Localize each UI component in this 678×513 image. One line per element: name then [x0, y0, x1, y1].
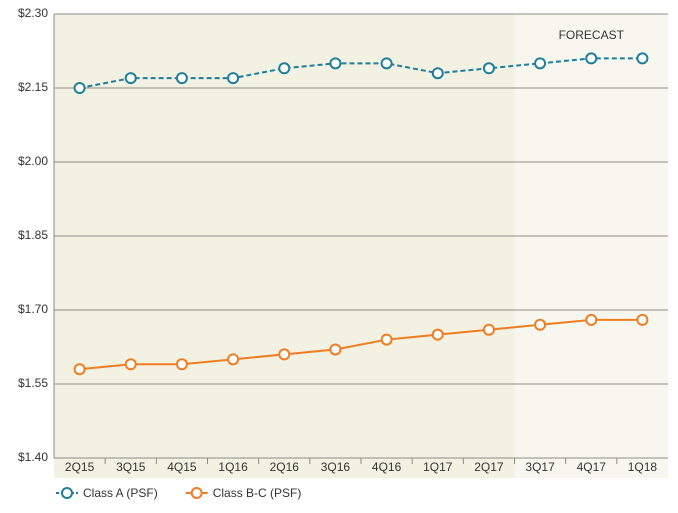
series-marker: [73, 363, 86, 376]
x-tick-label: 2Q17: [474, 460, 504, 474]
y-tick-label: $2.30: [18, 6, 48, 20]
x-tick-label: 3Q16: [321, 460, 351, 474]
forecast-region: [514, 14, 668, 478]
legend-marker: [190, 487, 203, 499]
series-marker: [585, 313, 598, 326]
y-tick-label: $1.40: [18, 450, 48, 464]
series-marker: [278, 62, 291, 75]
x-tick-label: 3Q17: [525, 460, 555, 474]
legend-label: Class B-C (PSF): [213, 486, 302, 500]
y-tick-label: $1.85: [18, 228, 48, 242]
legend-item: Class B-C (PSF): [185, 486, 302, 500]
forecast-label: FORECAST: [559, 28, 625, 42]
x-tick-label: 1Q17: [423, 460, 453, 474]
series-marker: [73, 82, 86, 94]
series-marker: [227, 72, 240, 85]
x-tick-label: 4Q17: [577, 460, 607, 474]
series-marker: [329, 343, 342, 356]
series-line: [79, 318, 643, 371]
x-tick-label: 4Q15: [167, 460, 197, 474]
y-tick-label: $1.55: [18, 376, 48, 390]
series-marker: [124, 72, 137, 85]
x-tick-label: 2Q16: [270, 460, 300, 474]
series-marker: [278, 348, 291, 361]
series-marker: [227, 353, 240, 366]
series-marker: [534, 57, 547, 70]
series-marker: [431, 328, 444, 341]
series-line: [79, 57, 643, 89]
x-tick-label: 3Q15: [116, 460, 146, 474]
series-marker: [431, 67, 444, 80]
series-marker: [482, 323, 495, 336]
series-marker: [585, 52, 598, 65]
x-tick-label: 4Q16: [372, 460, 402, 474]
x-tick-label: 1Q16: [218, 460, 248, 474]
series-marker: [380, 57, 393, 70]
x-tick-label: 1Q18: [628, 460, 658, 474]
legend-marker: [61, 487, 73, 499]
series-marker: [124, 358, 137, 371]
series-marker: [534, 318, 547, 331]
series-marker: [482, 62, 495, 75]
legend-item: Class A (PSF): [56, 486, 158, 500]
series-marker: [380, 333, 393, 346]
series-marker: [636, 313, 649, 326]
y-tick-label: $1.70: [18, 302, 48, 316]
series-marker: [175, 358, 188, 371]
series-marker: [175, 72, 188, 85]
legend-label: Class A (PSF): [83, 486, 158, 500]
series-marker: [329, 57, 342, 70]
y-tick-label: $2.00: [18, 154, 48, 168]
x-tick-label: 2Q15: [65, 460, 95, 474]
series-marker: [636, 52, 649, 65]
y-tick-label: $2.15: [18, 80, 48, 94]
